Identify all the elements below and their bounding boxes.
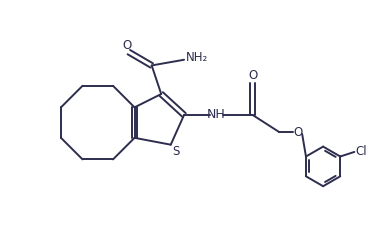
Text: O: O — [293, 125, 302, 139]
Text: NH: NH — [207, 109, 226, 122]
Text: O: O — [248, 69, 257, 82]
Text: O: O — [122, 39, 131, 52]
Text: S: S — [172, 145, 179, 158]
Text: NH₂: NH₂ — [186, 51, 208, 64]
Text: Cl: Cl — [355, 145, 367, 158]
